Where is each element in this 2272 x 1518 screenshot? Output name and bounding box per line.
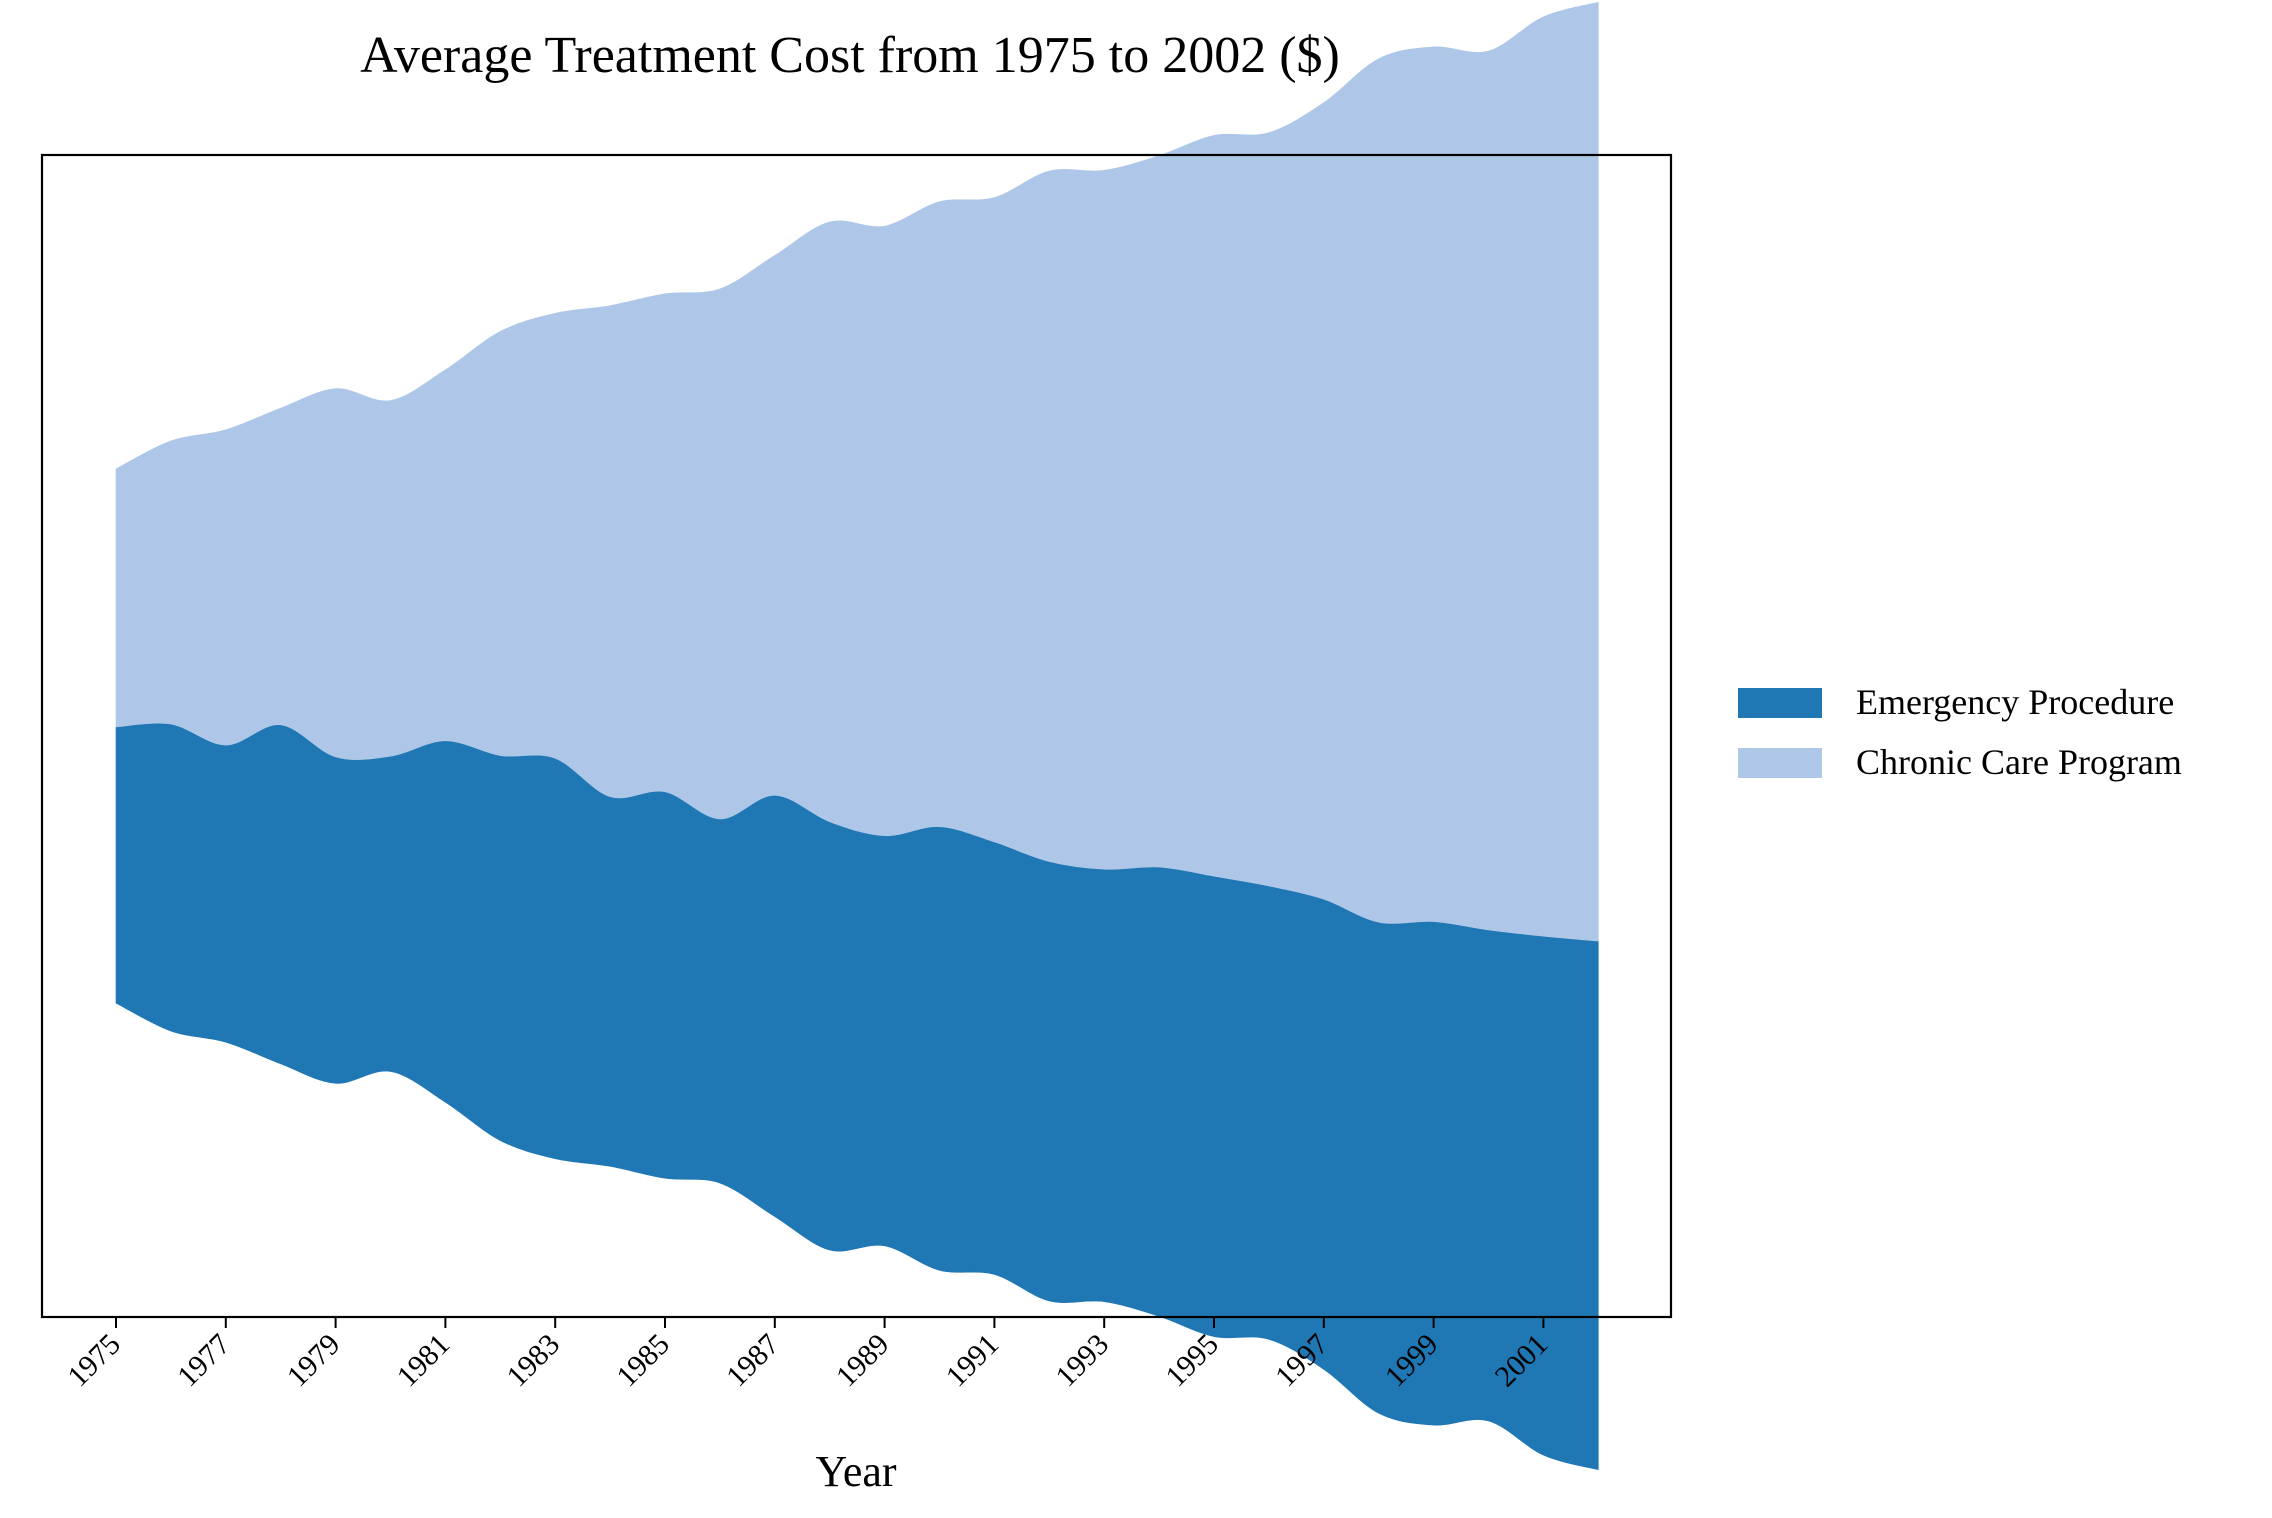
chart-title: Average Treatment Cost from 1975 to 2002… xyxy=(360,27,1340,84)
legend-label: Chronic Care Program xyxy=(1856,742,2182,782)
legend-label: Emergency Procedure xyxy=(1856,682,2174,722)
x-tick-label: 1981 xyxy=(391,1328,457,1394)
x-tick-label: 1991 xyxy=(940,1328,1006,1394)
stream-layers xyxy=(116,2,1598,1470)
x-tick-label: 1987 xyxy=(720,1328,786,1394)
x-tick-label: 1989 xyxy=(830,1328,896,1394)
x-tick-label: 1995 xyxy=(1159,1328,1225,1394)
legend: Emergency Procedure Chronic Care Program xyxy=(1738,682,2182,782)
x-tick-label: 1977 xyxy=(171,1328,237,1394)
x-tick-label: 1979 xyxy=(281,1328,347,1394)
x-axis-label: Year xyxy=(815,1447,896,1496)
x-tick-label: 1975 xyxy=(61,1328,127,1394)
x-tick-label: 1993 xyxy=(1049,1328,1115,1394)
legend-swatch xyxy=(1738,688,1822,718)
legend-swatch xyxy=(1738,748,1822,778)
x-tick-label: 1983 xyxy=(500,1328,566,1394)
x-tick-label: 1985 xyxy=(610,1328,676,1394)
